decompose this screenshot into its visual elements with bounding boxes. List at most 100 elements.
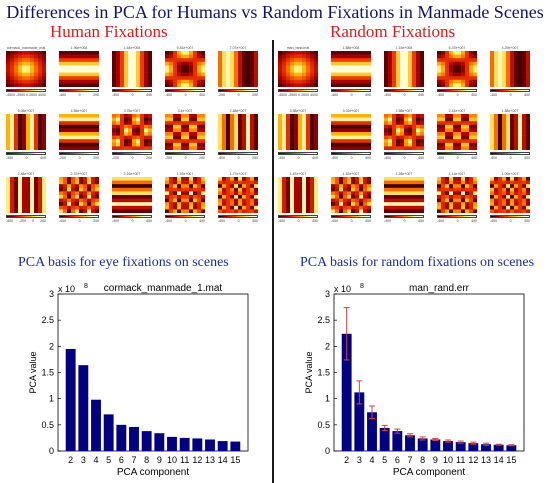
basis-colorbar bbox=[331, 89, 371, 92]
panel-divider bbox=[272, 40, 274, 483]
basis-cell-title: 2.48e+007 bbox=[17, 172, 35, 176]
basis-colorbar-ticks: -400 0 400 bbox=[490, 156, 530, 160]
basis-heatmap bbox=[490, 114, 530, 150]
colorbar-tick-label: -400 bbox=[437, 156, 445, 160]
basis-colorbar-ticks: -400 0 400 bbox=[331, 156, 371, 160]
x-tick-label: 3 bbox=[81, 455, 86, 465]
colorbar-tick-label: 0 bbox=[403, 93, 406, 97]
basis-cell-title: 2.41e+007 bbox=[448, 109, 466, 113]
colorbar-tick-label: 400 bbox=[146, 219, 152, 223]
basis-cell-title: 2.68e+007 bbox=[229, 109, 247, 113]
basis-colorbar-ticks: -400 0 400 bbox=[331, 93, 371, 97]
x-tick-label: 8 bbox=[144, 455, 149, 465]
colorbar-tick-label: 200 bbox=[252, 156, 258, 160]
bar-chart-svg: 00.511.522.532 3 4 5 6 7 8 9 10 11 12 13 14 15x 10 8 ma… bbox=[304, 283, 525, 478]
bar bbox=[341, 333, 352, 451]
y-tick-label: 0 bbox=[325, 446, 330, 456]
bar bbox=[379, 427, 390, 451]
basis-cell: 2.16e+007 -400 0 400 bbox=[112, 172, 152, 228]
colorbar-tick-label: 200 bbox=[252, 93, 258, 97]
x-tick-label: 5 bbox=[106, 455, 111, 465]
basis-colorbar-ticks: -200 0 200 bbox=[165, 156, 205, 160]
y-exponent-label: x 10 bbox=[58, 284, 75, 294]
colorbar-tick-label: 400 bbox=[312, 219, 318, 223]
colorbar-tick-label: 0 bbox=[237, 93, 240, 97]
x-tick-label: 15 bbox=[506, 455, 516, 465]
colorbar-tick-label: 0 bbox=[78, 156, 81, 160]
basis-cell: 2.41e+007 -400 0 400 bbox=[437, 109, 477, 165]
colorbar-tick-label: 0 bbox=[184, 156, 187, 160]
x-tick-label: 2 bbox=[344, 455, 349, 465]
bar bbox=[392, 431, 403, 451]
colorbar-tick-label: 400 bbox=[471, 219, 477, 223]
colorbar-tick-label: 400 bbox=[418, 156, 424, 160]
x-tick-label: 11 bbox=[456, 455, 465, 465]
basis-heatmap bbox=[331, 177, 371, 213]
basis-cell: 6.37e+007 -400 0 400 bbox=[437, 46, 477, 102]
colorbar-tick-label: 4000 bbox=[310, 93, 318, 97]
colorbar-tick-label: 400 bbox=[524, 156, 530, 160]
colorbar-tick-label: -400 bbox=[278, 219, 286, 223]
y-exponent-label: x 10 bbox=[334, 284, 351, 294]
colorbar-tick-label: -200 bbox=[19, 219, 27, 223]
colorbar-tick-label: -400 bbox=[165, 93, 173, 97]
basis-heatmap bbox=[165, 114, 205, 150]
bar bbox=[367, 412, 377, 451]
basis-heatmap bbox=[59, 51, 99, 87]
basis-colorbar-ticks: -400 0 400 bbox=[278, 219, 318, 223]
colorbar-tick-label: -2000 bbox=[288, 93, 298, 97]
bar bbox=[205, 439, 215, 451]
basis-cell: 1.77e+007 -400 0 400 bbox=[218, 172, 258, 228]
colorbar-tick-label: 0 bbox=[403, 219, 406, 223]
basis-heatmap bbox=[112, 114, 152, 150]
colorbar-tick-label: 400 bbox=[418, 219, 424, 223]
basis-colorbar bbox=[59, 152, 99, 155]
colorbar-tick-label: 400 bbox=[418, 93, 424, 97]
x-tick-label: 11 bbox=[180, 455, 189, 465]
y-tick-label: 3 bbox=[325, 289, 330, 299]
basis-cell: 2.68e+007 -400 0 200 bbox=[218, 109, 258, 165]
colorbar-tick-label: -400 bbox=[384, 156, 392, 160]
bar bbox=[129, 426, 139, 451]
basis-colorbar bbox=[490, 152, 530, 155]
colorbar-tick-label: 400 bbox=[365, 93, 371, 97]
y-exponent-power: 8 bbox=[84, 283, 88, 290]
basis-colorbar-ticks: -400 0 400 bbox=[165, 93, 205, 97]
basis-cell: 1.67e+007 -400 0 400 bbox=[278, 172, 318, 228]
basis-colorbar-ticks: -400 0 400 bbox=[437, 219, 477, 223]
colorbar-tick-label: 200 bbox=[93, 93, 99, 97]
basis-cell-title: 6.37e+007 bbox=[448, 46, 466, 50]
basis-colorbar bbox=[6, 215, 46, 218]
colorbar-tick-label: 0 bbox=[350, 93, 353, 97]
colorbar-tick-label: -400 bbox=[437, 93, 445, 97]
basis-heatmap bbox=[6, 51, 46, 87]
basis-cell-title: 1.92e+007 bbox=[176, 172, 194, 176]
x-tick-label: 6 bbox=[119, 455, 124, 465]
basis-colorbar bbox=[6, 89, 46, 92]
basis-heatmap bbox=[59, 114, 99, 150]
colorbar-tick-label: 0 bbox=[350, 219, 353, 223]
bar bbox=[65, 348, 76, 451]
bar bbox=[217, 441, 228, 451]
colorbar-tick-label: 0 bbox=[131, 156, 134, 160]
human-pca-bar-chart: 0 0.5 1 1.5 2 2.5 3 2 3 4 5 6 7 8 9 10 11 12 13 14 15 x 10 8 co… bbox=[0, 280, 270, 483]
colorbar-tick-label: 400 bbox=[524, 219, 530, 223]
bar bbox=[116, 424, 127, 451]
colorbar-tick-label: 0 bbox=[184, 93, 187, 97]
y-tick-label: 0 bbox=[49, 446, 54, 456]
basis-cell: 9.81e+007 -400 0 400 bbox=[165, 46, 205, 102]
colorbar-tick-label: 0 bbox=[509, 93, 512, 97]
x-tick-label: 14 bbox=[218, 455, 228, 465]
basis-cell: 1.88e+008 -400 0 400 bbox=[331, 46, 371, 102]
colorbar-tick-label: 4000 bbox=[38, 93, 46, 97]
colorbar-tick-label: 200 bbox=[199, 156, 205, 160]
basis-colorbar-ticks: -400 0 400 bbox=[384, 219, 424, 223]
bar bbox=[141, 431, 152, 451]
basis-cell: 1.52e+007 -400 0 400 bbox=[331, 172, 371, 228]
basis-heatmap bbox=[112, 51, 152, 87]
basis-cell-title: 4.56e+007 bbox=[70, 109, 88, 113]
colorbar-tick-label: -4000 bbox=[6, 93, 15, 97]
colorbar-tick-label: 0 bbox=[32, 219, 35, 223]
colorbar-tick-label: -400 bbox=[59, 219, 67, 223]
basis-colorbar bbox=[165, 215, 205, 218]
